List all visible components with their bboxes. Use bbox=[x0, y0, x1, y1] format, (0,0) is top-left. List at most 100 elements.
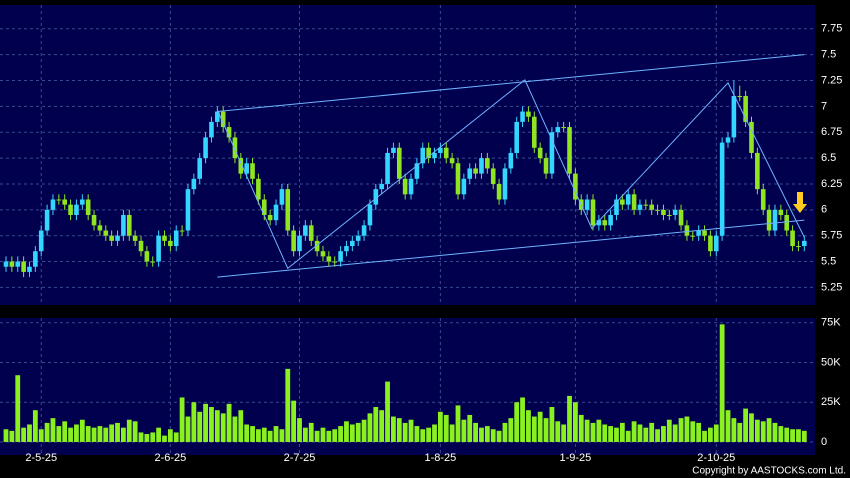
volume-bar bbox=[197, 411, 203, 442]
volume-bar bbox=[678, 418, 684, 442]
volume-bar bbox=[308, 422, 314, 442]
candle-body bbox=[667, 215, 672, 216]
volume-bar bbox=[132, 421, 138, 442]
volume-bar bbox=[731, 418, 737, 442]
candle-body bbox=[144, 251, 150, 262]
candle-body bbox=[584, 199, 590, 210]
candle-body bbox=[637, 204, 643, 210]
candle-body bbox=[708, 235, 713, 252]
volume-bar bbox=[391, 416, 396, 442]
y-tick-label: 5.75 bbox=[821, 230, 842, 242]
volume-bar bbox=[526, 410, 531, 442]
candle-body bbox=[385, 152, 390, 184]
volume-bar bbox=[62, 421, 68, 442]
volume-bar bbox=[15, 375, 21, 442]
volume-bar bbox=[103, 427, 109, 442]
candle-body bbox=[396, 147, 402, 179]
candle-body bbox=[261, 199, 267, 215]
volume-bar bbox=[749, 413, 754, 442]
volume-bar bbox=[414, 426, 420, 442]
volume-bar bbox=[32, 410, 38, 442]
volume-bar bbox=[608, 426, 614, 442]
volume-bar bbox=[326, 430, 332, 442]
volume-bar bbox=[426, 427, 432, 442]
volume-bar bbox=[144, 434, 150, 442]
volume-bar bbox=[167, 429, 173, 442]
y-tick-label: 50K bbox=[821, 356, 841, 368]
candle-body bbox=[109, 235, 114, 241]
candle-body bbox=[567, 127, 572, 174]
volume-bar bbox=[514, 402, 520, 442]
volume-bar bbox=[74, 424, 79, 442]
candle-body bbox=[784, 215, 790, 231]
candle-body bbox=[21, 261, 26, 272]
volume-bar bbox=[396, 418, 402, 442]
volume-bar bbox=[244, 424, 250, 442]
volume-bar bbox=[203, 403, 208, 442]
candle-body bbox=[678, 209, 684, 226]
volume-bar bbox=[109, 424, 115, 442]
volume-bar bbox=[432, 424, 437, 442]
volume-bar bbox=[179, 397, 185, 442]
volume-bar bbox=[520, 397, 525, 442]
candle-body bbox=[344, 246, 349, 252]
y-tick-label: 7.5 bbox=[821, 49, 836, 61]
candle-body bbox=[308, 225, 314, 241]
candle-body bbox=[590, 199, 596, 226]
candle-body bbox=[790, 230, 795, 247]
volume-bar bbox=[232, 416, 238, 442]
candle-body bbox=[209, 121, 214, 138]
volume-bar bbox=[226, 403, 232, 442]
candle-body bbox=[719, 142, 725, 236]
volume-bar bbox=[508, 418, 514, 442]
volume-bar bbox=[138, 432, 144, 442]
candle-body bbox=[62, 199, 67, 205]
volume-bar bbox=[449, 424, 455, 442]
y-tick-label: 7.75 bbox=[821, 23, 842, 35]
candle-body bbox=[655, 209, 660, 211]
volume-bar bbox=[766, 418, 772, 442]
volume-bar bbox=[279, 429, 285, 442]
candle-body bbox=[614, 199, 619, 215]
volume-bar bbox=[355, 422, 361, 442]
candle-body bbox=[725, 137, 731, 143]
candle-body bbox=[285, 189, 291, 231]
candle-body bbox=[737, 96, 743, 98]
candle-body bbox=[91, 215, 97, 226]
candle-body bbox=[361, 225, 367, 236]
volume-bar bbox=[267, 430, 273, 442]
candle-body bbox=[232, 137, 238, 159]
candle-body bbox=[402, 178, 408, 195]
candle-body bbox=[672, 209, 678, 215]
y-tick-label: 6.75 bbox=[821, 126, 842, 138]
volume-bar bbox=[561, 424, 567, 442]
volume-bar bbox=[484, 426, 490, 442]
volume-bar bbox=[490, 429, 496, 442]
volume-bar bbox=[367, 413, 373, 442]
candle-body bbox=[473, 168, 478, 174]
volume-bar bbox=[737, 422, 743, 442]
volume-bar bbox=[549, 407, 555, 442]
volume-bar bbox=[44, 422, 50, 442]
volume-bar bbox=[338, 426, 343, 442]
candle-body bbox=[649, 204, 654, 210]
candle-body bbox=[749, 121, 754, 153]
candle-body bbox=[520, 111, 525, 122]
candle-body bbox=[3, 261, 9, 267]
volume-bar bbox=[9, 430, 15, 442]
candle-body bbox=[408, 178, 414, 195]
y-tick-label: 75K bbox=[821, 317, 841, 329]
candle-body bbox=[244, 163, 249, 174]
candle-body bbox=[314, 240, 320, 252]
candle-body bbox=[367, 204, 373, 226]
candle-body bbox=[760, 189, 766, 210]
x-tick-label: 2-5-25 bbox=[25, 452, 57, 464]
volume-bar bbox=[349, 424, 355, 442]
candle-body bbox=[220, 111, 226, 128]
volume-bar bbox=[162, 435, 167, 442]
candle-body bbox=[772, 209, 778, 231]
candle-body bbox=[455, 163, 461, 195]
candle-body bbox=[496, 183, 502, 200]
candle-body bbox=[303, 225, 308, 236]
candle-body bbox=[191, 178, 197, 190]
